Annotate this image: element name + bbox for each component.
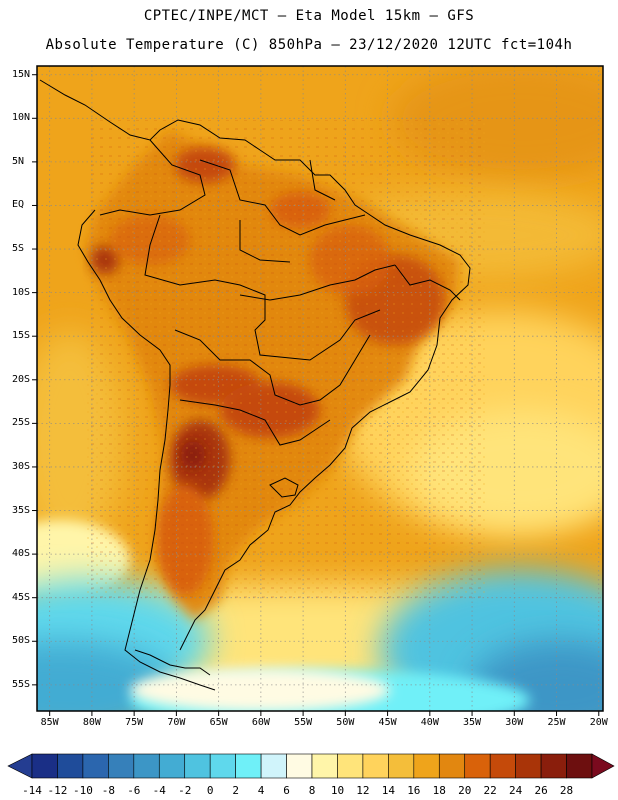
colorbar [7,753,615,779]
colorbar-swatch [566,753,593,779]
colorbar-label: 16 [407,784,421,797]
colorbar-swatch [209,753,236,779]
colorbar-swatch [362,753,389,779]
colorbar-swatch [286,753,313,779]
lon-label: 85W [40,717,59,728]
colorbar-label: 14 [381,784,395,797]
lat-label: 40S [12,548,31,560]
lat-label: 10N [12,112,31,124]
colorbar-label: 24 [509,784,523,797]
colorbar-swatch [108,753,135,779]
colorbar-swatch [31,753,58,779]
colorbar-label: 6 [283,784,290,797]
colorbar-swatch [260,753,287,779]
lon-label: 40W [420,717,439,728]
lon-label: 65W [209,717,228,728]
colorbar-label: -10 [72,784,93,797]
lat-label: 55S [12,678,31,690]
colorbar-label: -14 [22,784,42,797]
lon-label: 35W [463,717,482,728]
colorbar-label: 20 [458,784,472,797]
colorbar-label: 22 [483,784,497,797]
lon-label: 75W [125,717,144,728]
lat-label: 30S [12,460,31,472]
lon-label: 20W [589,717,608,728]
colorbar-under-triangle [7,753,33,779]
colorbar-label: 26 [534,784,548,797]
lat-label: 5S [12,243,25,255]
colorbar-label: -8 [101,784,115,797]
colorbar-over-triangle [591,753,615,779]
lat-label: 50S [12,635,31,647]
colorbar-label: 0 [206,784,214,797]
colorbar-label: 10 [330,784,345,797]
colorbar-swatch [413,753,440,779]
lat-label: 45S [12,591,31,603]
colorbar-swatch [235,753,262,779]
colorbar-swatch [464,753,491,779]
colorbar-label: 8 [308,784,316,797]
colorbar-label: 4 [257,784,265,797]
lat-label: 15S [12,330,31,342]
coastlines-and-borders [39,79,471,691]
lat-label: 10S [12,286,31,298]
map-title-line-1: CPTEC/INPE/MCT – Eta Model 15km – GFS [143,8,475,24]
lat-label: 15N [12,68,31,80]
lat-label: EQ [12,199,25,211]
colorbar-swatch [337,753,364,779]
lat-label: 20S [12,373,31,385]
colorbar-swatch [184,753,211,779]
lon-label: 30W [505,717,524,728]
map-title-line-2: Absolute Temperature (C) 850hPa – 23/12/… [45,37,573,53]
lat-label: 25S [12,417,31,429]
colorbar-swatch [540,753,567,779]
colorbar-label: -12 [47,784,68,797]
lon-label: 25W [547,717,566,728]
colorbar-label: -6 [127,784,141,797]
lon-label: 50W [336,717,355,728]
colorbar-label: 2 [232,784,239,797]
colorbar-label: -4 [152,784,166,797]
colorbar-swatch [438,753,466,779]
temperature-field [37,66,603,711]
colorbar-label: -2 [178,784,192,797]
lon-label: 70W [167,717,186,728]
colorbar-label: 18 [432,784,446,797]
colorbar-label: 12 [356,784,370,797]
lat-label: 5N [12,155,25,167]
lon-label: 55W [294,717,313,728]
colorbar-swatch [311,753,338,779]
map-frame [36,65,604,712]
colorbar-swatch [158,753,186,779]
axis-ticks [32,74,600,716]
colorbar-label: 28 [559,784,574,797]
lon-label: 60W [251,717,270,728]
colorbar-swatch [57,753,84,779]
colorbar-swatch [133,753,160,779]
colorbar-swatch [489,753,516,779]
lon-label: 45W [378,717,397,728]
lat-label: 35S [12,504,31,516]
colorbar-swatch [515,753,542,779]
colorbar-swatch [82,753,109,779]
lon-label: 80W [82,717,101,728]
colorbar-swatch [388,753,415,779]
